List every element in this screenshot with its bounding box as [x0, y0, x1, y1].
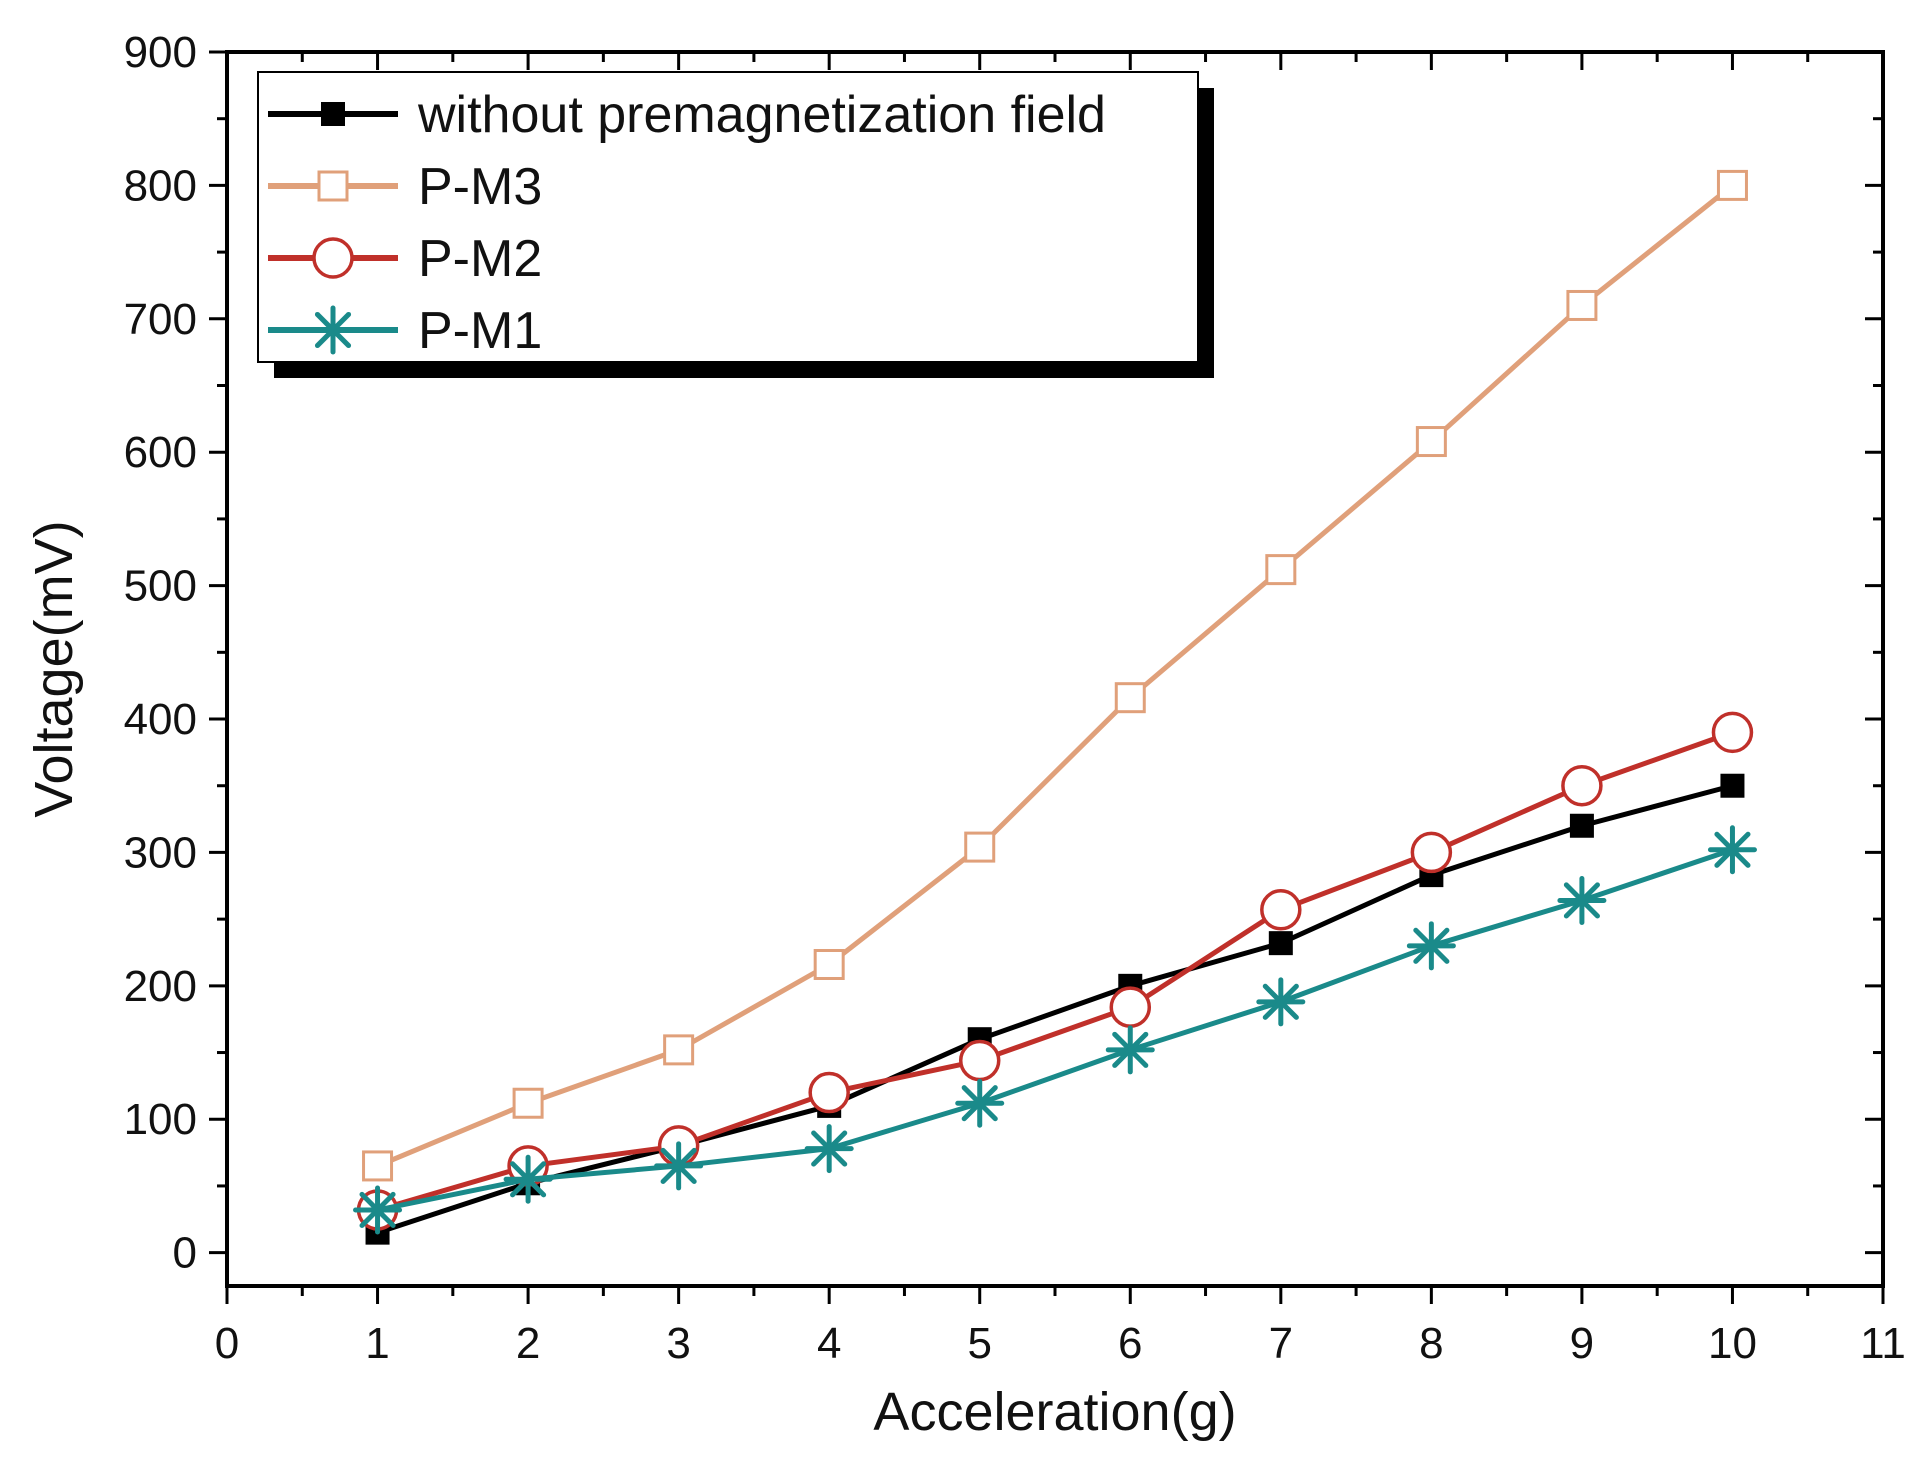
data-point	[955, 1078, 1005, 1128]
data-point	[1566, 289, 1598, 321]
legend-item: P-M1	[268, 302, 542, 360]
y-tick-label: 300	[124, 828, 197, 877]
y-axis: 0 100 200 300 400 500 600 700 800 900	[124, 28, 1883, 1278]
legend-box	[257, 71, 1199, 363]
data-point	[1720, 773, 1745, 798]
data-point	[804, 1124, 854, 1174]
y-tick-label: 500	[124, 562, 197, 611]
data-point	[1716, 169, 1748, 201]
legend-label: P-M2	[418, 230, 542, 288]
data-point	[1268, 931, 1293, 956]
y-tick-label: 400	[124, 695, 197, 744]
x-axis-title: Acceleration(g)	[873, 1382, 1236, 1442]
legend-label: P-M3	[418, 158, 542, 216]
series-p-m1	[353, 825, 1757, 1235]
series-p-m2	[356, 711, 1754, 1231]
data-point	[1569, 813, 1594, 838]
data-point	[1557, 875, 1607, 925]
series-line	[376, 730, 1734, 1213]
data-point	[1707, 825, 1757, 875]
series-line	[376, 783, 1734, 1236]
y-tick-label: 100	[124, 1095, 197, 1144]
y-tick-label: 200	[124, 962, 197, 1011]
x-tick-label: 0	[215, 1319, 239, 1368]
data-point	[1406, 921, 1456, 971]
y-tick-label: 800	[124, 161, 197, 210]
data-point	[663, 1034, 695, 1066]
legend-marker	[308, 305, 358, 355]
data-point	[1415, 426, 1447, 458]
y-axis-title: Voltage(mV)	[24, 520, 84, 817]
x-tick-label: 9	[1570, 1319, 1594, 1368]
x-tick-label: 8	[1419, 1319, 1443, 1368]
data-point	[654, 1141, 704, 1191]
series-p-m3	[362, 169, 1748, 1182]
legend-marker	[312, 237, 354, 279]
x-tick-label: 5	[967, 1319, 991, 1368]
x-tick-label: 4	[817, 1319, 841, 1368]
data-point	[503, 1154, 553, 1204]
data-point	[808, 1071, 850, 1114]
y-tick-label: 700	[124, 295, 197, 344]
x-tick-label: 10	[1708, 1319, 1757, 1368]
legend: without premagnetization field P-M3 P-M2 P-…	[257, 71, 1214, 378]
x-tick-label: 1	[365, 1319, 389, 1368]
data-point	[1256, 977, 1306, 1027]
x-tick-label: 7	[1269, 1319, 1293, 1368]
legend-label: P-M1	[418, 302, 542, 360]
series-layer	[353, 169, 1757, 1245]
data-point	[1114, 682, 1146, 714]
legend-marker	[321, 102, 345, 126]
series-line	[376, 183, 1735, 1169]
data-point	[813, 948, 845, 980]
data-point	[964, 831, 996, 863]
data-point	[1561, 764, 1603, 807]
data-point	[1105, 1025, 1155, 1075]
legend-item: P-M3	[268, 158, 542, 216]
x-axis: 0 1 2 3 4 5 6 7 8 9 10 11	[215, 52, 1906, 1368]
data-point	[353, 1185, 403, 1235]
x-tick-label: 6	[1118, 1319, 1142, 1368]
data-point	[1711, 711, 1754, 754]
data-point	[362, 1150, 394, 1182]
legend-item: without premagnetization field	[268, 86, 1106, 144]
legend-marker	[317, 170, 349, 202]
legend-label: without premagnetization field	[417, 86, 1106, 144]
x-tick-label: 3	[666, 1319, 690, 1368]
y-tick-label: 0	[173, 1229, 197, 1278]
x-tick-label: 11	[1860, 1319, 1906, 1368]
data-point	[512, 1087, 544, 1119]
data-point	[1260, 889, 1302, 931]
y-tick-label: 900	[124, 28, 197, 77]
legend-item: P-M2	[268, 230, 542, 288]
y-tick-label: 600	[124, 428, 197, 477]
data-point	[958, 1039, 1001, 1082]
series-line	[377, 847, 1734, 1213]
x-tick-label: 2	[516, 1319, 540, 1368]
data-point	[1109, 986, 1152, 1028]
data-point	[1265, 554, 1297, 586]
data-point	[1410, 831, 1453, 874]
